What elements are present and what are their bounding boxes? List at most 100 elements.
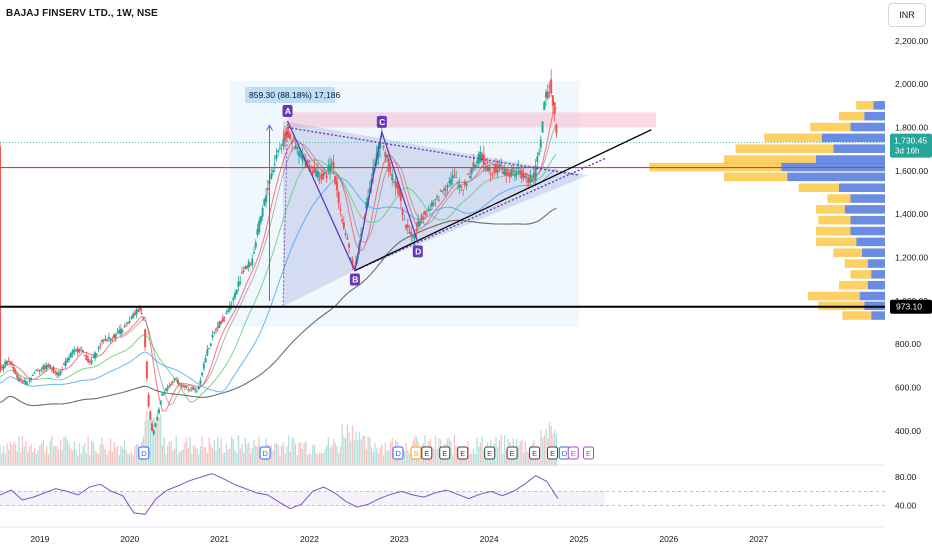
candle-body: [123, 326, 126, 328]
candle-body: [246, 266, 249, 268]
candle-body: [104, 339, 107, 341]
candle-body: [47, 364, 50, 367]
volume-profile-bar: [798, 183, 839, 192]
candle-body: [168, 385, 171, 388]
volume-bar: [68, 443, 70, 466]
volume-bar: [298, 442, 300, 466]
candle-body: [225, 313, 228, 315]
volume-bar: [502, 453, 504, 466]
candle-body: [413, 235, 416, 239]
volume-bar: [92, 441, 95, 466]
candle-body: [553, 102, 556, 114]
volume-bar: [351, 425, 354, 466]
x-tick-label: 2024: [480, 534, 499, 544]
volume-bar: [540, 430, 542, 466]
candle-body: [394, 180, 397, 188]
candle-body: [443, 188, 446, 190]
candle-body: [28, 380, 31, 382]
candle-body: [287, 131, 290, 138]
candle-body: [529, 175, 532, 183]
candle-body: [157, 409, 160, 414]
y-tick-label: 1,200.00: [895, 253, 928, 263]
last-price-label: 1,730.45: [894, 136, 927, 146]
candle-body: [5, 360, 8, 365]
candle-body: [379, 141, 382, 149]
volume-bar: [436, 448, 438, 466]
rsi-line: [0, 473, 559, 515]
volume-bar: [224, 452, 226, 466]
candle-body: [164, 389, 167, 392]
candle-body: [498, 164, 501, 169]
x-tick-label: 2022: [300, 534, 319, 544]
candle-body: [199, 380, 202, 384]
candle-body: [348, 243, 351, 248]
volume-bar: [0, 445, 1, 466]
currency-button[interactable]: INR: [888, 3, 926, 27]
volume-bar: [478, 447, 480, 466]
candle-body: [291, 140, 294, 144]
candle-body: [360, 233, 363, 237]
volume-bar: [144, 420, 146, 466]
candle-body: [337, 191, 340, 204]
volume-bar: [433, 448, 435, 466]
volume-bar: [497, 447, 499, 466]
volume-bar: [180, 450, 183, 466]
candle-body: [462, 189, 465, 191]
candle-body: [99, 345, 102, 347]
event-marker-label: E: [442, 449, 447, 458]
candle-body: [330, 163, 333, 165]
y-tick-label: 400.00: [895, 426, 921, 436]
volume-bar: [403, 450, 406, 466]
candle-body: [126, 322, 129, 324]
candle-body: [100, 339, 103, 342]
volume-profile-bar: [764, 133, 822, 143]
volume-profile-bar: [839, 183, 885, 192]
candle-body: [301, 155, 304, 161]
candle-body: [26, 384, 29, 386]
volume-bar: [287, 435, 290, 466]
volume-bar: [405, 442, 407, 466]
volume-bar: [37, 450, 39, 466]
candle-body: [520, 170, 523, 179]
candle-body: [475, 161, 478, 163]
candle-body: [12, 367, 15, 372]
candle-body: [14, 370, 17, 375]
candle-body: [35, 369, 38, 371]
volume-bar: [332, 439, 335, 466]
candle-body: [484, 166, 487, 168]
volume-profile-bar: [816, 155, 885, 164]
volume-bar: [132, 454, 134, 466]
candle-body: [322, 173, 325, 180]
candle-body: [50, 368, 53, 370]
candle-body: [56, 372, 59, 375]
candle-body: [159, 400, 162, 405]
x-tick-label: 2023: [390, 534, 409, 544]
candle-body: [534, 166, 537, 182]
candle-body: [258, 220, 261, 233]
candle-body: [297, 151, 300, 156]
volume-bar: [44, 452, 46, 466]
volume-bar: [13, 441, 15, 466]
candle-body: [175, 379, 178, 381]
volume-bar: [251, 447, 253, 466]
volume-bar: [543, 435, 545, 466]
candle-body: [382, 146, 385, 148]
candle-body: [344, 233, 347, 235]
ema-mid-line: [0, 153, 557, 403]
candle-body: [527, 177, 530, 183]
event-marker-label: D: [396, 449, 402, 458]
volume-bar: [401, 455, 404, 466]
candle-body: [386, 154, 389, 158]
volume-bar: [334, 442, 336, 466]
measure-label-box: [245, 87, 335, 103]
volume-bar: [227, 449, 229, 466]
candle-body: [418, 220, 421, 226]
candle-body: [465, 183, 468, 186]
candle-body: [543, 102, 546, 111]
candle-body: [270, 173, 273, 179]
volume-bar: [80, 453, 82, 466]
candle-body: [130, 317, 133, 319]
volume-bar: [256, 446, 259, 466]
volume-profile-bar: [818, 215, 851, 225]
